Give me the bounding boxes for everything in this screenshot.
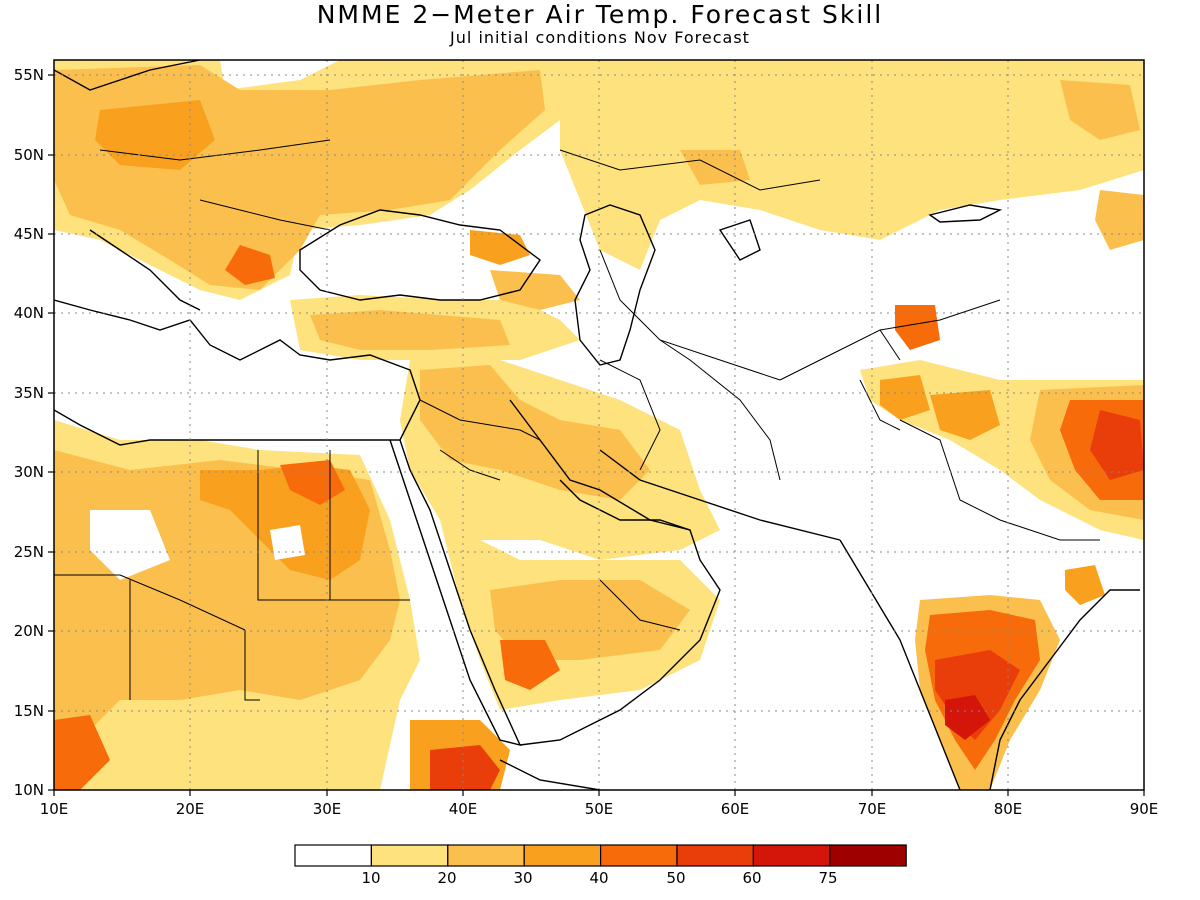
shade-caucasus (490, 270, 580, 310)
lon-label-10e: 10E (39, 800, 69, 818)
colorbar-box-0 (294, 844, 373, 867)
colorbar-box-6 (752, 844, 831, 867)
colorbar-label-30: 30 (513, 869, 533, 887)
persian-gulf-coast (559, 479, 691, 531)
shade-africa-30b (54, 715, 110, 790)
lon-label-70e: 70E (857, 800, 887, 818)
gridlines (54, 60, 1144, 790)
colorbar-label-50: 50 (666, 869, 686, 887)
india-east-coast (989, 589, 1140, 790)
shade-bengal (1065, 565, 1105, 605)
skill-shading (54, 60, 1144, 790)
arabia-coast (509, 399, 721, 746)
colorbar-label-40: 40 (589, 869, 609, 887)
colorbar-label-10: 10 (361, 869, 381, 887)
colorbar-box-5 (676, 844, 755, 867)
borders (54, 139, 1100, 701)
adriatic-coast (89, 229, 201, 311)
lat-label-35n: 35N (13, 384, 44, 402)
lon-label-50e: 50E (584, 800, 614, 818)
map-subtitle: Jul initial conditions Nov Forecast (450, 28, 750, 47)
shade-turkey-20 (310, 310, 510, 350)
shade-africa-white2 (270, 525, 305, 560)
lake-balkhash (928, 204, 1003, 223)
colorbar-box-1 (370, 844, 449, 867)
shade-centralasia-10 (560, 60, 1144, 270)
black-sea-coast (299, 209, 541, 301)
lon-label-30e: 30E (312, 800, 342, 818)
shade-centralasia-20a (1060, 80, 1140, 140)
shade-himalaya-west (880, 375, 930, 420)
lat-label-40n: 40N (13, 304, 44, 322)
lat-label-25n: 25N (13, 543, 44, 561)
lon-label-40e: 40E (448, 800, 478, 818)
colorbar-box-7 (829, 844, 907, 867)
colorbar-box-3 (523, 844, 602, 867)
colorbar-label-20: 20 (437, 869, 457, 887)
lat-label-50n: 50N (13, 146, 44, 164)
shade-arabia-40 (500, 640, 560, 690)
mediterranean-coast (54, 299, 421, 446)
lon-label-20e: 20E (175, 800, 205, 818)
lon-label-60e: 60E (720, 800, 750, 818)
shade-europe-30b (95, 100, 215, 170)
shade-himalaya-kash (930, 390, 1000, 440)
axis-ticks (48, 74, 1145, 796)
shade-europe-40b (470, 230, 530, 265)
colorbar-box-4 (599, 844, 678, 867)
map-title: NMME 2−Meter Air Temp. Forecast Skill (316, 0, 884, 29)
shade-africa-40 (280, 460, 345, 505)
iran-coast (599, 449, 841, 541)
shade-pamir (895, 305, 940, 350)
shade-europe-40 (225, 245, 275, 285)
lon-label-90e: 90E (1129, 800, 1159, 818)
shade-horn-50 (430, 745, 500, 790)
shade-india-75 (945, 695, 990, 740)
coastlines (54, 60, 1140, 790)
lat-label-20n: 20N (13, 622, 44, 640)
lat-label-45n: 45N (13, 225, 44, 243)
lat-label-10n: 10N (13, 781, 44, 799)
caspian-sea-coast (574, 204, 656, 366)
shade-himalaya-50 (1090, 410, 1144, 480)
lon-label-80e: 80E (993, 800, 1023, 818)
europe-north-coast (54, 60, 201, 91)
colorbar-label-75: 75 (818, 869, 838, 887)
lat-label-30n: 30N (13, 463, 44, 481)
lat-label-55n: 55N (13, 66, 44, 84)
colorbar-box-2 (447, 844, 525, 867)
india-coast (839, 539, 961, 790)
horn-coast (499, 759, 601, 790)
aral-sea (718, 219, 761, 261)
shade-centralasia-20b (1095, 190, 1144, 250)
colorbar (294, 844, 907, 867)
colorbar-label-60: 60 (742, 869, 762, 887)
shade-africa-white1 (90, 510, 170, 580)
lat-label-15n: 15N (13, 702, 44, 720)
